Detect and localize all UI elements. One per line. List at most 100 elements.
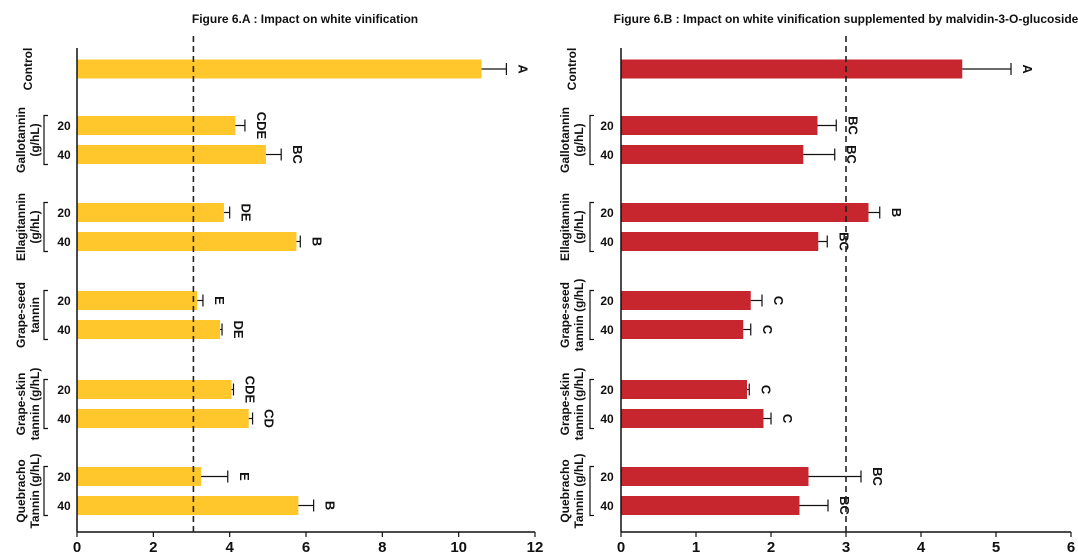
group-label: Gallotannin(g/hL) bbox=[558, 107, 586, 173]
group-label: Grape-seedtannin bbox=[14, 282, 42, 348]
significance-label: BC bbox=[290, 145, 305, 164]
group-label: Ellagitannin(g/hL) bbox=[558, 193, 586, 261]
group-label: Control bbox=[21, 48, 35, 91]
x-tick-label: 2 bbox=[149, 539, 157, 556]
group-label: Grape-seedtannin (g/hL) bbox=[558, 279, 586, 352]
significance-label: BC bbox=[870, 467, 885, 486]
bar bbox=[77, 467, 202, 486]
group-bracket bbox=[43, 465, 48, 517]
group-label: QuebrachoTannin (g/hL) bbox=[558, 453, 586, 528]
x-tick-label: 4 bbox=[917, 539, 926, 556]
bar bbox=[621, 59, 963, 79]
group-bracket bbox=[43, 114, 48, 166]
significance-label: CDE bbox=[242, 376, 257, 404]
chart-panel-a: Figure 6.A : Impact on white vinificatio… bbox=[14, 12, 543, 556]
dose-label: 40 bbox=[600, 148, 614, 162]
dose-label: 20 bbox=[57, 294, 71, 308]
bar bbox=[77, 291, 198, 310]
significance-label: CD bbox=[262, 409, 277, 428]
x-tick-label: 12 bbox=[527, 539, 544, 556]
bar bbox=[77, 380, 232, 399]
bar bbox=[621, 145, 804, 164]
bar bbox=[77, 145, 266, 164]
bar bbox=[621, 203, 869, 222]
bar bbox=[621, 409, 764, 428]
dose-label: 20 bbox=[600, 119, 614, 133]
significance-label: DE bbox=[231, 320, 246, 338]
significance-label: C bbox=[758, 385, 773, 395]
x-tick-label: 2 bbox=[767, 539, 775, 556]
significance-label: C bbox=[780, 414, 795, 424]
group-bracket bbox=[589, 465, 594, 517]
chart-panel-b: Figure 6.B : Impact on white vinificatio… bbox=[558, 12, 1078, 556]
significance-label: B bbox=[889, 208, 904, 217]
bar bbox=[621, 320, 744, 339]
x-tick-label: 8 bbox=[378, 539, 386, 556]
bar bbox=[621, 232, 819, 251]
dose-label: 40 bbox=[57, 323, 71, 337]
dose-label: 40 bbox=[600, 499, 614, 513]
significance-label: BC bbox=[837, 496, 852, 515]
dose-label: 40 bbox=[57, 235, 71, 249]
dose-label: 40 bbox=[600, 412, 614, 426]
group-bracket bbox=[589, 114, 594, 166]
dose-label: 20 bbox=[57, 206, 71, 220]
group-label: Grape-skintannin (g/hL) bbox=[558, 368, 586, 441]
significance-label: A bbox=[515, 64, 530, 74]
dose-label: 40 bbox=[600, 323, 614, 337]
dose-label: 20 bbox=[600, 206, 614, 220]
significance-label: C bbox=[760, 325, 775, 335]
group-bracket bbox=[43, 378, 48, 430]
significance-label: B bbox=[309, 237, 324, 246]
group-bracket bbox=[589, 201, 594, 253]
dose-label: 20 bbox=[57, 470, 71, 484]
x-tick-label: 6 bbox=[1067, 539, 1075, 556]
significance-label: BC bbox=[845, 116, 860, 135]
significance-label: C bbox=[771, 296, 786, 306]
significance-label: E bbox=[212, 296, 227, 305]
significance-label: E bbox=[237, 472, 252, 481]
group-label: QuebrachoTannin (g/hL) bbox=[14, 453, 42, 528]
group-label: Ellagitannin(g/hL) bbox=[14, 193, 42, 261]
group-bracket bbox=[589, 378, 594, 430]
significance-label: BC bbox=[836, 232, 851, 251]
x-tick-label: 5 bbox=[992, 539, 1000, 556]
bar bbox=[77, 320, 221, 339]
group-bracket bbox=[43, 289, 48, 341]
dose-label: 40 bbox=[600, 235, 614, 249]
chart-title: Figure 6.B : Impact on white vinificatio… bbox=[614, 12, 1078, 26]
dose-label: 20 bbox=[600, 383, 614, 397]
bar bbox=[77, 409, 249, 428]
group-bracket bbox=[43, 201, 48, 253]
dose-label: 40 bbox=[57, 412, 71, 426]
x-tick-label: 4 bbox=[225, 539, 234, 556]
bar bbox=[621, 116, 818, 135]
dose-label: 40 bbox=[57, 148, 71, 162]
bar bbox=[77, 116, 236, 135]
x-tick-label: 10 bbox=[450, 539, 467, 556]
significance-label: BC bbox=[844, 145, 859, 164]
bar bbox=[621, 291, 751, 310]
group-label: Grape-skintannin (g/hL) bbox=[14, 368, 42, 441]
x-tick-label: 3 bbox=[842, 539, 850, 556]
bar bbox=[621, 467, 809, 486]
group-label: Control bbox=[565, 48, 579, 91]
bar bbox=[77, 496, 299, 515]
significance-label: B bbox=[323, 501, 338, 510]
chart-title: Figure 6.A : Impact on white vinificatio… bbox=[192, 12, 418, 26]
dose-label: 20 bbox=[57, 383, 71, 397]
x-tick-label: 0 bbox=[73, 539, 81, 556]
group-label: Gallotannin(g/hL) bbox=[14, 107, 42, 173]
dose-label: 20 bbox=[57, 119, 71, 133]
significance-label: DE bbox=[239, 203, 254, 221]
x-tick-label: 6 bbox=[302, 539, 310, 556]
dose-label: 20 bbox=[600, 470, 614, 484]
significance-label: A bbox=[1020, 64, 1035, 74]
bar bbox=[621, 380, 747, 399]
significance-label: CDE bbox=[254, 112, 269, 140]
bar bbox=[77, 203, 224, 222]
dose-label: 40 bbox=[57, 499, 71, 513]
bar bbox=[77, 59, 482, 79]
group-bracket bbox=[589, 289, 594, 341]
